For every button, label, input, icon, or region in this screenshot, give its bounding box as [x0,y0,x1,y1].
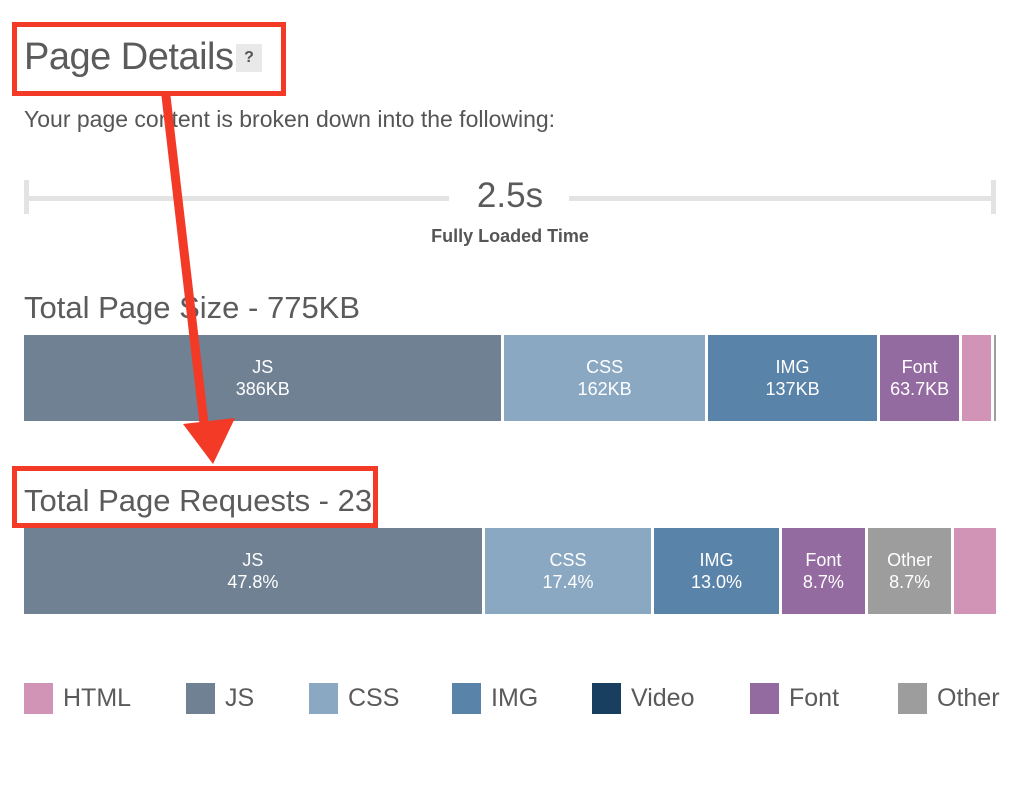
legend-item-font: Font [750,683,839,714]
requests-segment-label: JS [242,550,264,570]
requests-segment-value: 17.4% [542,572,594,592]
requests-segment-value: 13.0% [690,572,743,592]
legend-swatch [186,683,215,714]
total-page-requests-highlight-box [12,466,378,528]
legend-swatch [24,683,53,714]
legend-item-css: CSS [309,683,399,714]
legend-swatch [592,683,621,714]
requests-segment-label: IMG [699,550,734,570]
requests-segment-css[interactable]: CSS 17.4% [484,528,652,614]
requests-segment-value: 47.8% [227,572,279,592]
total-page-size-title: Total Page Size - 775KB [24,290,361,325]
legend-swatch [898,683,927,714]
size-segment-html[interactable] [962,335,991,421]
requests-segment-value: 8.7% [802,572,844,592]
legend-item-video: Video [592,683,695,714]
requests-segment-img[interactable]: IMG 13.0% [654,528,779,614]
help-button[interactable]: ? [236,44,262,72]
timeline-left-line [24,196,449,201]
page-title: Page Details [24,36,234,78]
size-segment-value: 386KB [235,379,290,399]
annotation-arrow-head [183,418,235,464]
legend-label: Video [631,684,695,712]
page-requests-bar: JS 47.8% CSS 17.4% IMG 13.0% Font 8.7% Other 8.7% [24,528,996,614]
page-size-bar: JS 386KB CSS 162KB IMG 137KB Font 63.7KB [24,335,996,421]
requests-segment-html[interactable] [954,528,996,614]
size-segment-label: IMG [775,357,810,377]
legend-swatch [309,683,338,714]
legend-swatch [452,683,481,714]
requests-segment-value: 8.7% [889,572,931,592]
total-page-requests-title: Total Page Requests - 23 [24,483,373,518]
page-details-highlight-box [12,22,286,96]
legend-label: Other [937,684,1000,712]
requests-segment-other[interactable]: Other 8.7% [868,528,952,614]
size-segment-value: 162KB [577,379,632,399]
size-segment-img[interactable]: IMG 137KB [707,335,878,421]
page-subtitle: Your page content is broken down into th… [24,106,556,132]
legend-label: Font [789,684,840,712]
legend-item-img: IMG [452,683,538,714]
size-segment-css[interactable]: CSS 162KB [504,335,705,421]
size-segment-font[interactable]: Font 63.7KB [880,335,960,421]
requests-segment-js[interactable]: JS 47.8% [24,528,482,614]
requests-segment-label: CSS [549,550,587,570]
legend-label: JS [225,684,255,712]
size-segment-label: JS [252,357,274,377]
legend-item-other: Other [898,683,1000,714]
size-segment-js[interactable]: JS 386KB [24,335,502,421]
size-segment-label: Font [901,357,938,377]
legend-label: HTML [63,684,132,712]
size-segment-value: 137KB [765,379,820,399]
requests-segment-label: Other [887,550,933,570]
legend-swatch [750,683,779,714]
size-segment-value: 63.7KB [890,379,950,399]
legend-label: CSS [348,684,400,712]
requests-segment-font[interactable]: Font 8.7% [781,528,866,614]
legend-item-js: JS [186,683,254,714]
fully-loaded-time-label: Fully Loaded Time [431,226,589,246]
size-segment-other[interactable] [993,335,996,421]
timeline-end-cap [991,180,996,214]
timeline-right-line [569,196,996,201]
load-time-timeline [24,180,996,216]
fully-loaded-time-value: 2.5s [476,176,544,215]
legend-label: IMG [491,684,539,712]
legend-item-html: HTML [24,683,131,714]
requests-segment-label: Font [805,550,842,570]
size-segment-label: CSS [586,357,624,377]
